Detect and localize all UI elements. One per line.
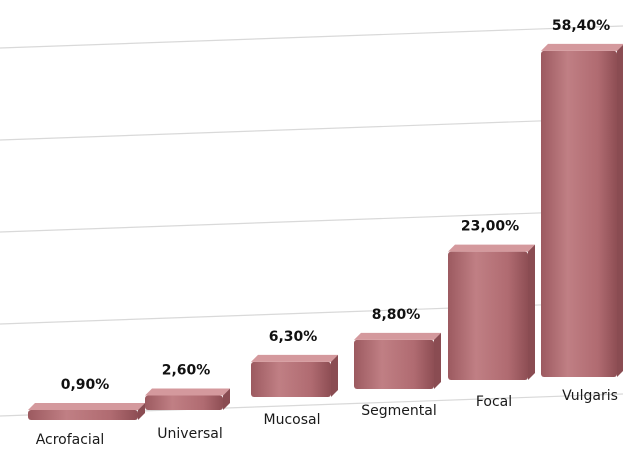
category-label: Mucosal bbox=[264, 412, 321, 428]
value-label: 6,30% bbox=[269, 329, 318, 345]
category-label: Segmental bbox=[361, 403, 436, 419]
bar-front bbox=[541, 50, 617, 377]
labels: 0,90% 2,60% 6,30% 8,80% 23,00% 58,40% Acrofaci… bbox=[36, 18, 618, 448]
bar-side bbox=[617, 44, 623, 377]
value-label: 23,00% bbox=[461, 219, 519, 235]
bar-front bbox=[251, 361, 331, 397]
bar-top bbox=[354, 332, 441, 340]
bar-focal bbox=[448, 244, 535, 380]
category-label: Vulgaris bbox=[562, 388, 618, 404]
value-label: 8,80% bbox=[372, 307, 421, 323]
bar-top bbox=[145, 388, 230, 396]
bar-side bbox=[331, 354, 338, 397]
gridline bbox=[0, 25, 623, 49]
bar-top bbox=[251, 354, 338, 362]
value-label: 0,90% bbox=[61, 377, 110, 393]
bar-side bbox=[528, 244, 535, 380]
bar-front bbox=[145, 395, 223, 410]
gridline bbox=[0, 209, 623, 233]
bar-universal bbox=[145, 388, 230, 410]
bar-front bbox=[28, 410, 138, 420]
value-label: 2,60% bbox=[162, 362, 211, 378]
bar-vulgaris bbox=[541, 43, 623, 377]
bar-side bbox=[434, 332, 441, 389]
bar-mucosal bbox=[251, 354, 338, 397]
bar-front bbox=[448, 251, 528, 380]
bars bbox=[28, 43, 623, 420]
bar-acrofacial bbox=[28, 403, 145, 420]
bar-side bbox=[223, 388, 230, 410]
category-label: Universal bbox=[157, 426, 222, 442]
bar-side bbox=[138, 403, 145, 420]
bar-top bbox=[28, 403, 145, 410]
bar-front bbox=[354, 339, 434, 389]
category-label: Focal bbox=[476, 394, 512, 410]
value-label: 58,40% bbox=[552, 18, 610, 34]
bar-top bbox=[541, 43, 623, 51]
category-label: Acrofacial bbox=[36, 432, 105, 448]
bar-top bbox=[448, 244, 535, 252]
bar-segmental bbox=[354, 332, 441, 389]
gridline bbox=[0, 117, 623, 141]
